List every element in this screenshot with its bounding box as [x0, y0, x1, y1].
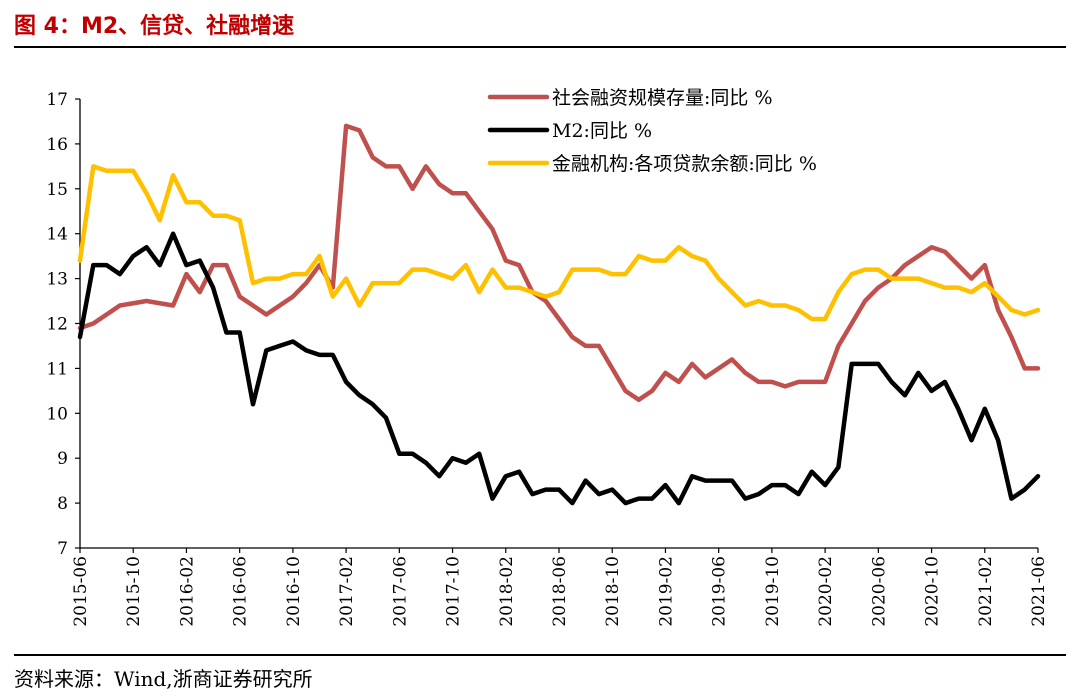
series-line-3 — [77, 164, 1041, 322]
y-tick-label: 17 — [46, 90, 68, 110]
x-tick-label: 2015-10 — [124, 556, 144, 627]
x-tick-label: 2021-06 — [1029, 556, 1049, 627]
x-tick-label: 2017-02 — [337, 556, 357, 627]
x-tick-label: 2016-10 — [284, 556, 304, 627]
x-tick-label: 2019-02 — [656, 556, 676, 627]
y-tick-label: 14 — [46, 225, 68, 245]
y-tick-label: 9 — [57, 449, 68, 469]
series-line-2 — [77, 231, 1041, 506]
y-tick-label: 12 — [46, 315, 68, 335]
x-tick-label: 2015-06 — [71, 556, 91, 627]
bottom-rule — [14, 654, 1066, 656]
series-lines — [77, 123, 1041, 506]
legend-label-3: 金融机构:各项贷款余额:同比 % — [552, 153, 817, 175]
y-tick-label: 16 — [46, 135, 68, 155]
x-tick-label: 2021-02 — [976, 556, 996, 627]
x-tick-label: 2019-06 — [710, 556, 730, 627]
y-tick-label: 15 — [46, 180, 68, 200]
figure-title: 图 4：M2、信贷、社融增速 — [14, 14, 295, 39]
x-tick-label: 2016-02 — [177, 556, 197, 627]
x-tick-label: 2020-02 — [816, 556, 836, 627]
x-tick-label: 2017-06 — [390, 556, 410, 627]
x-tick-label: 2019-10 — [763, 556, 783, 627]
legend-label-2: M2:同比 % — [552, 120, 652, 142]
x-tick-label: 2018-02 — [497, 556, 517, 627]
y-tick-label: 10 — [46, 404, 68, 424]
y-tick-label: 7 — [57, 539, 68, 559]
series-line-1 — [77, 123, 1041, 403]
source-note: 资料来源：Wind,浙商证券研究所 — [14, 667, 313, 691]
x-tick-label: 2020-10 — [923, 556, 943, 627]
axes: 7 8 9 10 11 12 13 14 15 16 17 2015-06 2015-10 2016-02… — [46, 90, 1049, 627]
legend-label-1: 社会融资规模存量:同比 % — [552, 87, 773, 109]
x-tick-label: 2016-06 — [231, 556, 251, 627]
legend: 社会融资规模存量:同比 % M2:同比 % 金融机构:各项贷款余额:同比 % — [487, 87, 817, 175]
x-tick-label: 2018-10 — [603, 556, 623, 627]
y-tick-label: 13 — [46, 270, 68, 290]
y-tick-label: 11 — [46, 359, 68, 379]
x-tick-label: 2018-06 — [550, 556, 570, 627]
top-rule — [14, 46, 1066, 48]
x-tick-label: 2020-06 — [869, 556, 889, 627]
y-tick-label: 8 — [57, 494, 68, 514]
x-tick-label: 2017-10 — [444, 556, 464, 627]
